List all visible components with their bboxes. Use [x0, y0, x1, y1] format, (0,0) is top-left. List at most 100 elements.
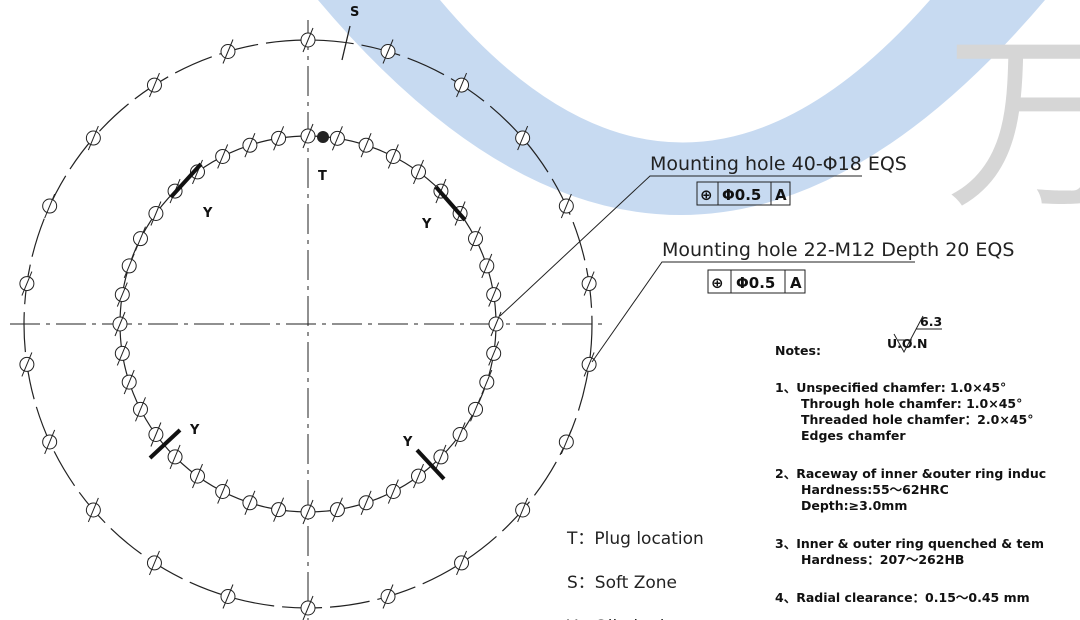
notes-uon: U.O.N — [887, 336, 927, 351]
hole-mark — [302, 123, 314, 149]
hole-mark — [517, 125, 529, 151]
hole-mark — [470, 226, 481, 251]
hole-mark — [302, 595, 314, 620]
note-line: 3、Inner & outer ring quenched & tem — [775, 536, 1044, 551]
roughness-symbol — [893, 315, 942, 354]
soft-zone-mark: S — [350, 5, 359, 20]
hole-mark — [150, 201, 162, 226]
frame — [696, 181, 791, 206]
hole-mark — [490, 311, 502, 337]
hole-mark — [456, 550, 468, 576]
oil-nipple-mark: Y — [189, 423, 200, 438]
hole-mark — [360, 490, 372, 515]
frame-tolerance: Φ0.5 — [722, 186, 761, 204]
hole-mark — [583, 271, 595, 296]
soft-zone-line — [341, 25, 351, 61]
hole-mark — [560, 193, 572, 219]
watermark-shape — [318, 0, 1045, 215]
legend-item: T：Plug location — [566, 529, 704, 549]
frame — [707, 269, 806, 294]
hole-mark — [116, 341, 128, 366]
legend-item: Y：Oil nipple — [566, 617, 675, 620]
plug — [317, 131, 329, 143]
hole-mark — [454, 422, 466, 447]
hole-mark — [517, 497, 529, 523]
oil-nipple — [148, 428, 182, 460]
holes — [19, 27, 597, 620]
watermark-text: 万 — [945, 14, 1080, 235]
hole-mark — [302, 27, 314, 53]
oil-nipples: Y Y Y Y — [148, 162, 467, 481]
note-line: 1、Unspecified chamfer: 1.0×45° — [775, 380, 1006, 395]
frame-datum: A — [775, 186, 787, 204]
plug-mark: T — [318, 169, 327, 184]
hole-mark — [360, 133, 372, 158]
hole-mark — [273, 497, 285, 522]
oil-nipple-mark: Y — [202, 206, 213, 221]
hole-mark — [481, 369, 493, 395]
hole-mark — [244, 490, 256, 515]
hole-mark — [222, 584, 234, 609]
note-line: Hardness：207～262HB — [801, 552, 964, 567]
note-line: Depth:≥3.0mm — [801, 498, 907, 513]
oil-nipple-mark: Y — [421, 217, 432, 232]
hole-mark — [488, 341, 500, 366]
hole-mark — [21, 352, 33, 377]
hole-mark — [387, 479, 399, 504]
hole-mark — [148, 72, 160, 98]
hole-mark — [44, 429, 56, 455]
note-line: Threaded hole chamfer：2.0×45° — [801, 412, 1033, 427]
note-items: 1、Unspecified chamfer: 1.0×45°Through ho… — [775, 380, 1046, 605]
hole-mark — [456, 72, 468, 98]
legend-item: S：Soft Zone — [567, 573, 677, 593]
hole-mark — [135, 226, 146, 251]
notes: Notes: U.O.N 6.3 1、Unspecified chamfer: … — [775, 314, 1046, 605]
hole-mark — [123, 253, 135, 279]
hole-mark — [413, 159, 424, 185]
hole-mark — [150, 422, 162, 447]
hole-mark — [560, 429, 572, 455]
hole-mark — [583, 352, 595, 377]
hole-mark — [114, 311, 126, 337]
oil-nipple — [169, 162, 203, 199]
hole-mark — [413, 463, 424, 489]
hole-mark — [169, 444, 181, 470]
frame-symbol: ⊕ — [700, 186, 713, 204]
hole-mark — [148, 550, 160, 576]
callout-text: Mounting hole 22-M12 Depth 20 EQS — [662, 239, 1014, 261]
hole-mark — [302, 499, 314, 525]
hole-mark — [87, 497, 99, 523]
hole-mark — [382, 584, 394, 609]
hole-mark — [44, 193, 56, 219]
hole-mark — [87, 125, 99, 151]
hole-mark — [244, 133, 256, 158]
callout-outer: Mounting hole 22-M12 Depth 20 EQS ⊕ Φ0.5… — [591, 239, 1014, 363]
hole-mark — [435, 444, 447, 470]
note-line: 4、Radial clearance：0.15～0.45 mm — [775, 590, 1030, 605]
oil-nipple — [415, 448, 446, 481]
note-line: Edges chamfer — [801, 428, 906, 443]
hole-mark — [192, 463, 203, 489]
hole-mark — [481, 253, 493, 279]
callout-text: Mounting hole 40-Φ18 EQS — [650, 153, 907, 175]
hole-mark — [470, 397, 481, 422]
hole-mark — [21, 271, 33, 296]
callout-inner: Mounting hole 40-Φ18 EQS ⊕ Φ0.5 A — [499, 153, 907, 317]
hole-mark — [135, 397, 146, 422]
hole-mark — [217, 479, 229, 504]
hole-mark — [387, 144, 399, 169]
frame-datum: A — [790, 274, 802, 292]
hole-mark — [123, 369, 135, 395]
hole-mark — [217, 144, 229, 169]
frame-tolerance: Φ0.5 — [736, 274, 775, 292]
note-line: Hardness:55～62HRC — [801, 482, 949, 497]
roughness-value: 6.3 — [920, 314, 942, 329]
hole-mark — [331, 497, 343, 522]
notes-title: Notes: — [775, 343, 821, 358]
note-line: Through hole chamfer: 1.0×45° — [801, 396, 1022, 411]
leader-line — [499, 175, 862, 317]
note-line: 2、Raceway of inner &outer ring induc — [775, 466, 1046, 481]
leader-line — [591, 261, 915, 363]
